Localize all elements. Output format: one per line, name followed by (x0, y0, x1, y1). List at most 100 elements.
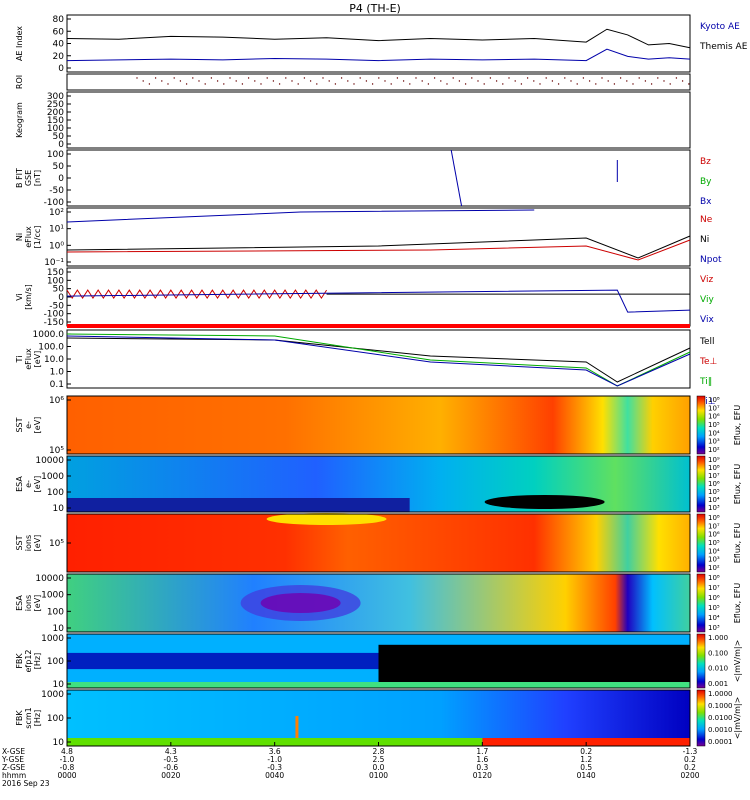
roi-dot (384, 80, 386, 82)
y-tick-label: 50 (53, 132, 65, 142)
roi-dot (210, 77, 213, 79)
colorbar (696, 633, 706, 689)
x-tick-label: -1.0 (267, 755, 282, 764)
x-tick-label: 0200 (680, 771, 699, 780)
spectrogram-band (484, 495, 605, 509)
x-tick-label: 0.2 (684, 755, 696, 764)
series-line (66, 289, 691, 313)
roi-dot (644, 80, 647, 82)
y-tick-label: 100 (47, 657, 64, 667)
x-tick-label: -0.6 (164, 763, 179, 772)
y-tick-label: 10.0 (44, 355, 64, 365)
y-axis-label: [eV] (33, 417, 42, 434)
colorbar-tick: 10⁷ (708, 404, 720, 412)
y-axis-label: AE Index (15, 26, 24, 61)
series-line (66, 289, 328, 300)
panel-frame (66, 91, 691, 149)
roi-dot (607, 80, 609, 82)
roi-dot (260, 83, 262, 85)
legend-entry: Themis AE (699, 42, 748, 52)
colorbar-tick: 10³ (708, 504, 720, 512)
roi-dot (241, 83, 244, 85)
roi-dot (675, 77, 678, 79)
roi-dot (464, 83, 467, 85)
series-line (66, 239, 691, 261)
roi-dot (297, 83, 299, 85)
roi-dot (588, 80, 591, 82)
colorbar-tick: 0.010 (708, 665, 728, 673)
y-axis-label: ions (24, 595, 33, 611)
legend-entry: Ti‖ (699, 377, 712, 387)
y-tick-label: -100 (44, 198, 65, 208)
spectrogram-band (67, 498, 410, 512)
panel-frame (66, 149, 691, 207)
x-tick-label: 0.2 (684, 763, 696, 772)
roi-dot (650, 83, 653, 85)
y-tick-label: 10 (53, 624, 65, 634)
y-axis-label: eFlux (24, 226, 33, 248)
roi-dot (471, 77, 473, 79)
colorbar-tick: 10² (708, 446, 720, 454)
colorbar-tick: 10⁶ (708, 413, 720, 421)
y-tick-label: 60 (53, 27, 65, 37)
legend-entry: Te⊥ (699, 357, 718, 367)
y-tick-label: 300 (47, 92, 64, 102)
panel-frame (66, 573, 691, 633)
colorbar-tick: 10⁸ (708, 574, 720, 582)
x-tick-label: 0.5 (580, 763, 592, 772)
colorbar-tick: 10⁶ (708, 531, 720, 539)
y-tick-label: 10 (53, 504, 65, 514)
y-tick-label: 1000 (41, 690, 64, 700)
y-axis-label: ESA (15, 476, 24, 492)
y-axis-label: [km/s] (24, 284, 33, 310)
colorbar-tick: 10⁵ (708, 539, 720, 547)
roi-dot (173, 77, 175, 79)
roi-dot (223, 83, 225, 85)
y-axis-label: Keogram (15, 102, 24, 138)
roi-dot (402, 80, 405, 82)
legend-entry: Bx (700, 197, 712, 207)
legend-entry: Kyoto AE (700, 22, 740, 32)
panel-fbk_e: 1000 100 10 FBK efp12 [Hz] 1.000 0.100 0.010 0.00… (15, 633, 742, 690)
series-line (66, 48, 691, 62)
y-tick-label: 0.1 (50, 380, 64, 390)
spectrogram-sst_e (67, 396, 690, 454)
plot-title: P4 (TH-E) (349, 2, 401, 15)
panel-frame (66, 395, 691, 455)
roi-dot (619, 77, 622, 79)
roi-dot (601, 77, 603, 79)
roi-dot (291, 80, 293, 82)
colorbar (696, 573, 706, 633)
roi-dot (427, 83, 430, 85)
roi-dot (477, 80, 479, 82)
x-row-label: Y-GSE (1, 755, 24, 764)
legend-entry: By (700, 177, 712, 187)
roi-dot (613, 83, 616, 85)
colorbar-tick: 10⁸ (708, 396, 720, 404)
y-tick-label: 10² (49, 208, 64, 218)
y-tick-label: 1.0 (50, 368, 65, 378)
colorbar-tick: 10⁷ (708, 584, 720, 592)
roi-dot (204, 83, 206, 85)
y-tick-label: 10 (53, 738, 65, 748)
y-tick-label: 50 (53, 162, 65, 172)
spectrogram-band (67, 652, 379, 670)
colorbar-tick: 10⁶ (708, 594, 720, 602)
roi-dot (551, 80, 554, 82)
spectrogram-band (260, 593, 341, 613)
x-tick-label: 0140 (577, 771, 596, 780)
legend-entry: Npot (700, 255, 722, 265)
roi-dot (328, 80, 330, 82)
x-row-label: X-GSE (2, 747, 25, 756)
y-axis-label: eFlux (24, 348, 33, 370)
colorbar-tick: 0.100 (708, 649, 728, 657)
roi-dot (390, 83, 392, 85)
colorbar-label: Eflux, EFU (733, 464, 742, 505)
x-tick-label: -0.8 (60, 763, 75, 772)
roi-dot (638, 77, 640, 79)
roi-dot (570, 80, 572, 82)
colorbar-label: Eflux, EFU (733, 583, 742, 624)
